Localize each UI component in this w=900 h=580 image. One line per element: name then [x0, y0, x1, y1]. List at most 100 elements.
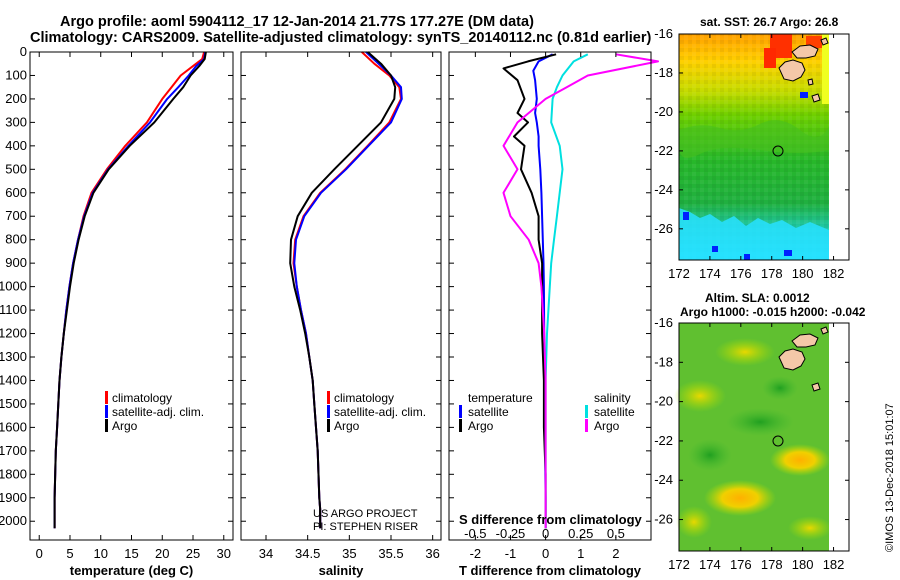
- series-line-salinity-satellite: [544, 53, 589, 529]
- y-tick-label: 2000: [0, 513, 27, 528]
- map-x-tick-label: 178: [761, 557, 783, 572]
- legend-swatch-sal-argo: [585, 419, 588, 432]
- figure-title-line1: Argo profile: aoml 5904112_17 12-Jan-201…: [60, 14, 534, 30]
- series-line-satellite-adj-clim-: [293, 51, 403, 529]
- credit-line1: US ARGO PROJECT: [313, 508, 418, 520]
- x-tick-label: 25: [186, 546, 200, 561]
- legend-heading-salinity: salinity: [594, 391, 631, 405]
- series-line-climatology: [292, 51, 402, 529]
- map-x-tick-label: 174: [699, 557, 721, 572]
- map-x-tick-label: 176: [730, 557, 752, 572]
- legend-swatch-argo: [327, 419, 330, 432]
- sst-map-frame: [678, 33, 850, 261]
- legend-label-sal-argo: Argo: [594, 419, 620, 433]
- legend-label-argo: Argo: [112, 419, 138, 433]
- sst-red-patch: [764, 48, 776, 68]
- sst-missing-pixels: [683, 212, 689, 220]
- fiji-islands: [778, 326, 829, 392]
- x-tick-label: 0: [36, 546, 43, 561]
- sst-yellow-strip: [822, 34, 829, 104]
- sla-low: [688, 439, 732, 471]
- sst-band-green: [679, 120, 829, 158]
- sla-high: [770, 444, 830, 476]
- sla-mid: [674, 380, 726, 412]
- difference-profile-panel: -2 -1 0 1 2 -0.5 -0.25 0 0.25 0.5 T difference fro…: [448, 51, 659, 578]
- fiji-islands: [778, 37, 829, 103]
- legend-swatch-argo: [105, 419, 108, 432]
- secondary-x-tick-label: 0: [542, 526, 549, 541]
- series-line-argo: [53, 51, 207, 529]
- sst-missing-pixels: [712, 246, 718, 252]
- legend-label-sal-satellite: satellite: [594, 405, 635, 419]
- float-position-marker: [772, 145, 784, 157]
- y-tick-label: 0: [20, 44, 27, 59]
- map-y-tick-label: -20: [654, 394, 673, 409]
- map-y-tick-label: -16: [654, 26, 673, 41]
- y-tick-label: 400: [5, 138, 27, 153]
- y-tick-label: 800: [5, 232, 27, 247]
- x-tick-label: -2: [470, 546, 482, 561]
- imos-watermark: ©IMOS 13-Dec-2018 15:01:07: [884, 403, 896, 552]
- map-y-tick-label: -18: [654, 354, 673, 369]
- y-tick-label: 200: [5, 91, 27, 106]
- y-tick-label: 1800: [0, 466, 27, 481]
- plot-frame: [29, 51, 234, 541]
- x-tick-label: -1: [505, 546, 517, 561]
- x-tick-label: 35: [342, 546, 356, 561]
- secondary-x-tick-label: -0.25: [496, 526, 526, 541]
- secondary-axis-label: S difference from climatology: [459, 512, 643, 527]
- y-tick-label: 1600: [0, 419, 27, 434]
- y-tick-label: 700: [5, 208, 27, 223]
- legend-label-satellite: satellite-adj. clim.: [112, 405, 204, 419]
- credit-text: US ARGO PROJECT PI: STEPHEN RISER: [313, 508, 418, 533]
- legend-swatch-satellite: [327, 405, 330, 418]
- sla-low: [726, 408, 794, 436]
- x-tick-label: 34: [259, 546, 273, 561]
- sla-land-mask: [829, 323, 849, 551]
- plot-frame: [448, 51, 652, 541]
- y-tick-label: 1900: [0, 490, 27, 505]
- legend-label-climatology: climatology: [334, 391, 394, 405]
- y-tick-label: 1200: [0, 326, 27, 341]
- y-tick-label: 1400: [0, 372, 27, 387]
- temperature-profile-panel: 0100200300400500600700800900100011001200…: [0, 44, 234, 578]
- difference-legend: temperature satellite Argo salinity sate…: [459, 391, 635, 433]
- map-x-tick-label: 180: [792, 557, 814, 572]
- sla-map-title-line2: Argo h1000: -0.015 h2000: -0.042: [680, 305, 866, 319]
- legend-label-temp-argo: Argo: [468, 419, 494, 433]
- x-axis-label: salinity: [319, 563, 365, 578]
- x-tick-label: 20: [155, 546, 169, 561]
- x-tick-label: 1: [577, 546, 584, 561]
- map-y-tick-label: -20: [654, 104, 673, 119]
- legend-swatch-satellite: [105, 405, 108, 418]
- x-tick-label: 0: [542, 546, 549, 561]
- plot-frame: [240, 51, 442, 541]
- x-tick-label: 36: [425, 546, 439, 561]
- series-line-temperature-argo: [502, 53, 557, 529]
- x-tick-label: 2: [612, 546, 619, 561]
- map-y-tick-label: -26: [654, 512, 673, 527]
- sla-map-title-line1: Altim. SLA: 0.0012: [705, 291, 810, 305]
- credit-line2: PI: STEPHEN RISER: [313, 521, 418, 533]
- legend-label-satellite: satellite-adj. clim.: [334, 405, 426, 419]
- temperature-legend: climatology satellite-adj. clim. Argo: [105, 391, 204, 433]
- y-tick-label: 600: [5, 185, 27, 200]
- map-x-tick-label: 182: [823, 266, 845, 281]
- x-tick-label: 10: [94, 546, 108, 561]
- float-position-marker: [772, 435, 784, 447]
- legend-label-argo: Argo: [334, 419, 360, 433]
- sst-missing-pixels: [784, 250, 792, 256]
- legend-heading-temperature: temperature: [468, 391, 533, 405]
- y-tick-label: 500: [5, 161, 27, 176]
- map-axes: 172 174 176 178 180 182 -16 -18 -20 -22 -24 -26 172 1…: [654, 26, 849, 572]
- map-y-tick-label: -18: [654, 65, 673, 80]
- figure-title-line2: Climatology: CARS2009. Satellite-adjuste…: [30, 30, 651, 46]
- y-tick-label: 100: [5, 67, 27, 82]
- map-y-tick-label: -24: [654, 182, 673, 197]
- x-axis-label: temperature (deg C): [70, 563, 194, 578]
- x-tick-label: 15: [124, 546, 138, 561]
- secondary-x-tick-label: 0.25: [568, 526, 593, 541]
- sla-high: [704, 480, 776, 516]
- map-y-tick-label: -26: [654, 221, 673, 236]
- map-x-tick-label: 172: [668, 266, 690, 281]
